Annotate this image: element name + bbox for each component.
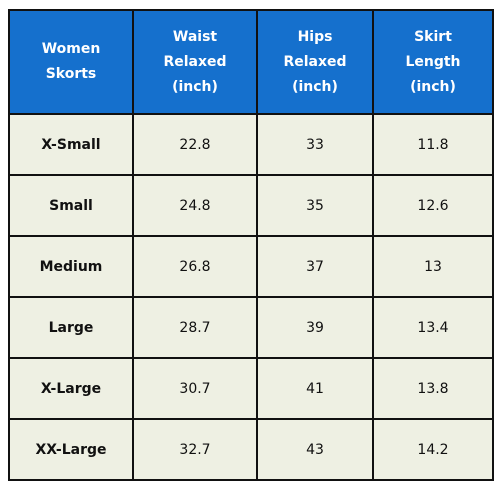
header-cell: Waist Relaxed (inch)	[132, 9, 258, 115]
measurement-cell: 12.6	[372, 174, 494, 237]
size-label: Small	[8, 174, 134, 237]
measurement-cell: 41	[256, 357, 374, 420]
measurement-cell: 13.8	[372, 357, 494, 420]
table-body: X-Small 22.8 33 11.8 Small 24.8 35 12.6 Medium 26…	[8, 113, 494, 481]
measurement-cell: 13	[372, 235, 494, 298]
measurement-cell: 43	[256, 418, 374, 481]
measurement-cell: 32.7	[132, 418, 258, 481]
measurement-cell: 30.7	[132, 357, 258, 420]
measurement-cell: 37	[256, 235, 374, 298]
measurement-cell: 35	[256, 174, 374, 237]
size-table: Women Skorts Waist Relaxed (inch) Hips Rel…	[8, 9, 494, 481]
size-label: Large	[8, 296, 134, 359]
measurement-cell: 26.8	[132, 235, 258, 298]
header-cell: Hips Relaxed (inch)	[256, 9, 374, 115]
header-cell: Skirt Length (inch)	[372, 9, 494, 115]
measurement-cell: 22.8	[132, 113, 258, 176]
table-row: X-Small 22.8 33 11.8	[8, 113, 494, 176]
size-label: XX-Large	[8, 418, 134, 481]
size-label: X-Small	[8, 113, 134, 176]
measurement-cell: 39	[256, 296, 374, 359]
size-label: Medium	[8, 235, 134, 298]
table-row: XX-Large 32.7 43 14.2	[8, 418, 494, 481]
measurement-cell: 14.2	[372, 418, 494, 481]
measurement-cell: 33	[256, 113, 374, 176]
size-label: X-Large	[8, 357, 134, 420]
header-row: Women Skorts Waist Relaxed (inch) Hips Rel…	[8, 9, 494, 115]
measurement-cell: 24.8	[132, 174, 258, 237]
table-row: Medium 26.8 37 13	[8, 235, 494, 298]
measurement-cell: 28.7	[132, 296, 258, 359]
measurement-cell: 11.8	[372, 113, 494, 176]
header-cell: Women Skorts	[8, 9, 134, 115]
table-row: Small 24.8 35 12.6	[8, 174, 494, 237]
table-row: Large 28.7 39 13.4	[8, 296, 494, 359]
table-row: X-Large 30.7 41 13.8	[8, 357, 494, 420]
measurement-cell: 13.4	[372, 296, 494, 359]
